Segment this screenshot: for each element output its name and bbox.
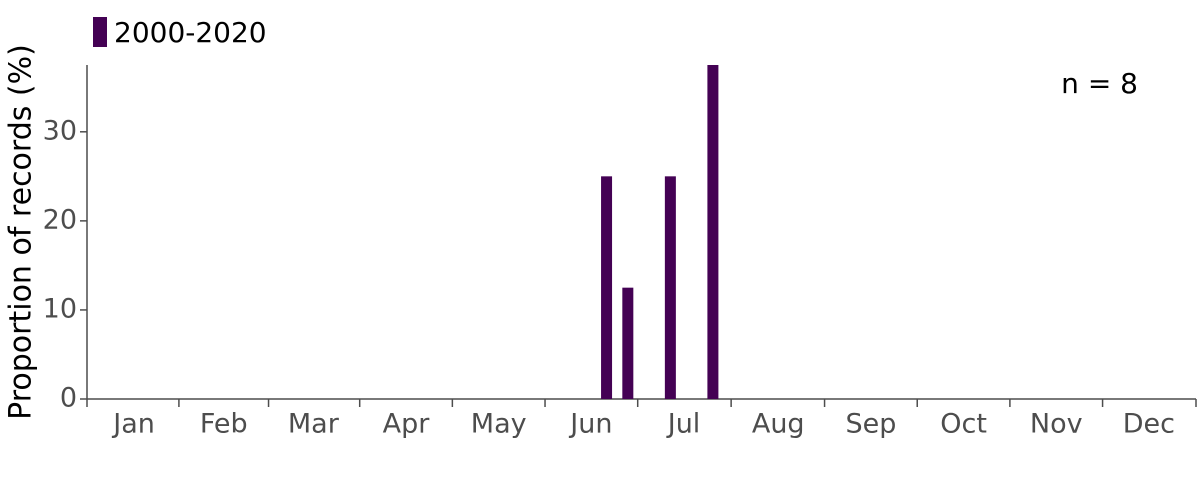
x-tick-label: Oct xyxy=(940,409,987,440)
x-tick-label: Sep xyxy=(845,409,896,440)
x-tick-label: Jan xyxy=(111,409,155,440)
y-axis-label: Proportion of records (%) xyxy=(4,44,39,420)
legend-swatch xyxy=(93,17,107,47)
x-tick-label: Aug xyxy=(752,409,805,440)
bar xyxy=(664,176,676,399)
bar xyxy=(601,176,613,399)
annotation: n = 8 xyxy=(1061,67,1138,100)
x-tick-label: Nov xyxy=(1030,409,1083,440)
x-tick-label: Jul xyxy=(666,409,701,440)
y-tick-label: 0 xyxy=(60,383,77,414)
x-tick-label: Mar xyxy=(288,409,340,440)
x-tick-label: Feb xyxy=(200,409,248,440)
y-tick-label: 30 xyxy=(43,115,77,146)
x-tick-label: Apr xyxy=(383,409,431,440)
x-tick-label: May xyxy=(471,409,527,440)
x-tick-label: Dec xyxy=(1123,409,1175,440)
bar xyxy=(707,65,719,399)
y-tick-label: 10 xyxy=(43,293,77,324)
y-tick-label: 20 xyxy=(43,204,77,235)
legend-label: 2000-2020 xyxy=(114,16,267,49)
bar xyxy=(622,287,634,399)
x-tick-label: Jun xyxy=(568,409,612,440)
